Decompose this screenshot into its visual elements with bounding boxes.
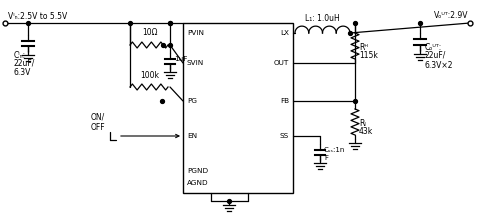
Text: 43k: 43k [359, 126, 373, 135]
Text: Rₗ: Rₗ [359, 118, 366, 128]
Text: OUT: OUT [274, 60, 289, 66]
Text: PG: PG [187, 98, 197, 104]
Text: Vᴵₙ:2.5V to 5.5V: Vᴵₙ:2.5V to 5.5V [8, 12, 67, 21]
Text: AGND: AGND [187, 180, 209, 186]
Text: 1uF: 1uF [174, 56, 188, 62]
Text: Cₛₛ:1n: Cₛₛ:1n [324, 147, 345, 153]
Text: 10Ω: 10Ω [142, 28, 158, 37]
Text: FB: FB [280, 98, 289, 104]
Text: 22uF/
6.3V: 22uF/ 6.3V [14, 58, 35, 77]
Text: L₁: 1.0uH: L₁: 1.0uH [305, 14, 340, 23]
Text: 22uF/
6.3V×2: 22uF/ 6.3V×2 [425, 51, 454, 70]
Text: PGND: PGND [187, 168, 208, 174]
Text: LX: LX [280, 30, 289, 36]
Text: Cₒᵁᵀ:: Cₒᵁᵀ: [425, 43, 442, 52]
Text: EN: EN [187, 133, 197, 139]
Text: ON/
OFF: ON/ OFF [90, 113, 105, 132]
Text: F: F [324, 155, 328, 161]
Text: Vₒᵁᵀ:2.9V: Vₒᵁᵀ:2.9V [434, 11, 468, 20]
Text: Rᴴ: Rᴴ [359, 42, 368, 51]
Text: SS: SS [280, 133, 289, 139]
Text: 115k: 115k [359, 51, 378, 61]
Bar [183, 23, 293, 193]
Text: 100k: 100k [141, 71, 160, 80]
Text: SVIN: SVIN [187, 60, 204, 66]
Text: PVIN: PVIN [187, 30, 204, 36]
Text: Cᴵₙ:: Cᴵₙ: [14, 51, 26, 60]
